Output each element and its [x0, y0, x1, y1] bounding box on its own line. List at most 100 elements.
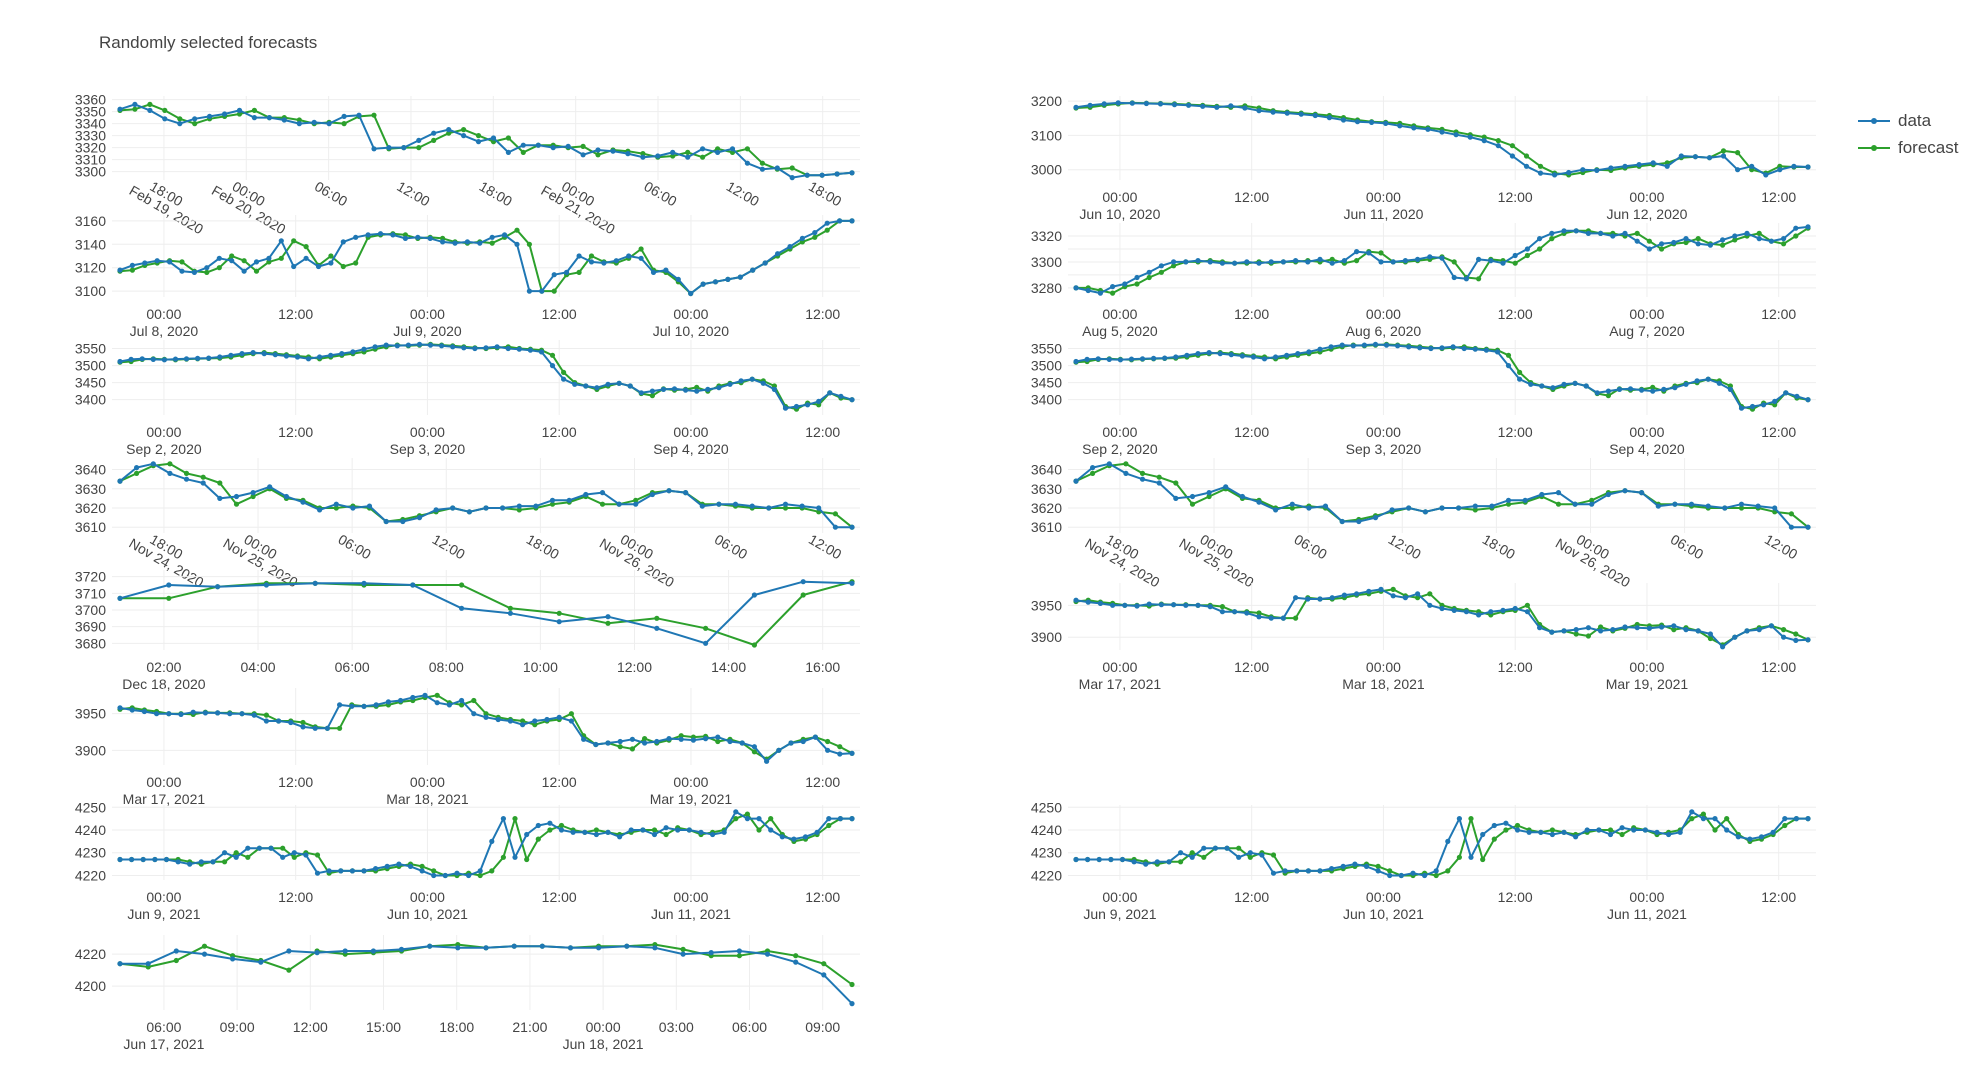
point-data: [303, 852, 309, 858]
point-data: [1073, 285, 1079, 291]
point-data: [1650, 160, 1656, 166]
x-tick-date-label: Sep 2, 2020: [1082, 441, 1158, 457]
point-data: [1589, 501, 1595, 507]
point-data: [396, 861, 402, 867]
point-data: [1607, 831, 1614, 838]
point-data: [703, 640, 709, 646]
point-forecast: [1524, 602, 1530, 608]
point-data: [483, 945, 489, 951]
point-data: [1341, 592, 1347, 598]
point-data: [187, 861, 193, 867]
x-tick-label: 00:00: [410, 424, 445, 440]
point-data: [547, 820, 553, 826]
point-forecast: [337, 725, 343, 731]
point-data: [328, 260, 334, 266]
point-data: [1659, 624, 1665, 630]
point-data: [1131, 859, 1137, 865]
point-data: [1732, 233, 1738, 239]
point-forecast: [1146, 274, 1152, 281]
point-data: [372, 344, 378, 350]
point-forecast: [1378, 250, 1384, 256]
point-data: [1650, 388, 1656, 394]
point-data: [210, 859, 216, 865]
point-forecast: [524, 856, 530, 863]
y-tick-label: 3690: [75, 619, 106, 635]
point-forecast: [826, 822, 832, 829]
point-forecast: [489, 868, 495, 874]
point-data: [564, 269, 570, 275]
point-data: [1461, 345, 1467, 352]
point-data: [1340, 863, 1346, 870]
point-forecast: [1781, 627, 1787, 633]
y-tick-label: 3330: [75, 128, 106, 144]
point-data: [1326, 115, 1332, 121]
x-tick-date-label: Aug 6, 2020: [1346, 323, 1422, 339]
point-forecast: [654, 615, 660, 621]
point-data: [626, 253, 632, 259]
point-data: [1491, 822, 1497, 829]
point-data: [1526, 829, 1532, 835]
x-tick-label: 06:00: [732, 1019, 767, 1035]
point-forecast: [551, 288, 557, 294]
point-forecast: [177, 116, 183, 122]
point-forecast: [1524, 252, 1530, 259]
point-data: [314, 870, 321, 876]
point-data: [1794, 393, 1800, 399]
x-tick-label: 18:00: [524, 531, 563, 562]
point-data: [1206, 490, 1212, 496]
point-data: [1354, 591, 1360, 597]
point-data: [461, 345, 467, 351]
point-forecast: [1683, 239, 1689, 246]
point-data: [1189, 854, 1195, 860]
point-data: [150, 461, 156, 467]
point-data: [489, 838, 495, 845]
point-forecast: [837, 744, 843, 750]
point-data: [1411, 125, 1417, 131]
point-data: [1671, 623, 1677, 629]
point-data: [1206, 350, 1212, 356]
point-forecast: [1189, 501, 1196, 507]
point-data: [278, 238, 284, 244]
point-data: [1173, 495, 1179, 501]
point-data: [1549, 230, 1555, 236]
legend-label-forecast: forecast: [1898, 137, 1959, 157]
point-data: [1549, 629, 1555, 635]
point-data: [1270, 870, 1277, 876]
legend-item-forecast[interactable]: forecast: [1856, 134, 1958, 161]
point-data: [1622, 230, 1628, 236]
x-tick-label: 12:00: [278, 306, 313, 322]
point-forecast: [1549, 236, 1555, 242]
x-tick-label: 00:00: [146, 306, 181, 322]
point-data: [407, 863, 414, 870]
point-forecast: [233, 850, 239, 856]
point-forecast: [1619, 831, 1625, 838]
point-data: [1195, 602, 1201, 608]
x-tick-date-label: Sep 3, 2020: [1346, 441, 1422, 457]
point-data: [361, 346, 367, 352]
point-forecast: [549, 352, 556, 358]
legend-item-data[interactable]: data: [1856, 107, 1958, 134]
point-data: [708, 950, 714, 956]
x-tick-label: 00:00: [1629, 189, 1664, 205]
point-data: [594, 385, 600, 391]
point-data: [738, 378, 744, 384]
series-line-forecast: [1076, 813, 1808, 877]
point-data: [694, 388, 700, 394]
x-tick-label: 12:00: [805, 889, 840, 905]
point-forecast: [505, 135, 511, 141]
point-data: [401, 145, 407, 151]
point-data: [300, 724, 306, 730]
point-data: [1158, 263, 1164, 269]
point-forecast: [588, 253, 595, 259]
point-forecast: [1293, 615, 1299, 621]
point-forecast: [556, 610, 562, 616]
point-data: [217, 354, 223, 360]
point-forecast: [715, 146, 721, 152]
point-data: [1097, 600, 1103, 607]
point-data: [314, 950, 320, 956]
y-tick-label: 3640: [1031, 462, 1062, 478]
y-tick-label: 4200: [75, 978, 106, 994]
point-data: [520, 722, 526, 728]
point-forecast: [147, 101, 153, 107]
point-data: [1256, 614, 1262, 620]
